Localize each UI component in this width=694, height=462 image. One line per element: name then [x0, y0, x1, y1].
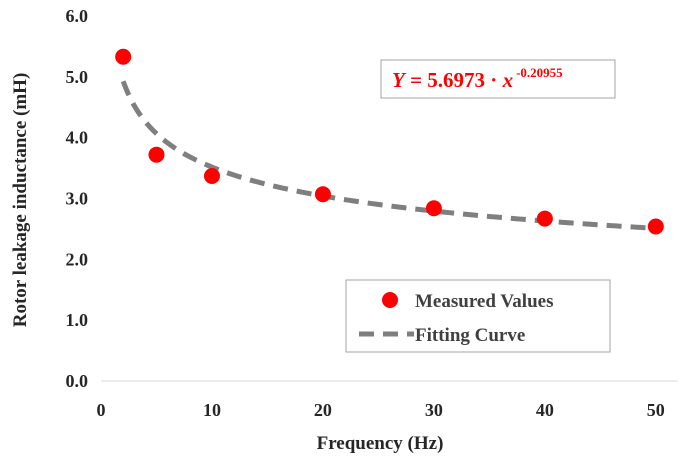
- y-tick-label: 6.0: [66, 6, 89, 26]
- measured-point: [647, 218, 664, 235]
- measured-point: [536, 210, 553, 227]
- measured-point: [314, 186, 331, 203]
- y-tick-label: 4.0: [66, 128, 89, 148]
- x-axis-label: Frequency (Hz): [317, 433, 444, 454]
- y-tick-labels: 0.0 1.0 2.0 3.0 4.0 5.0 6.0: [66, 6, 89, 391]
- y-tick-label: 2.0: [66, 249, 89, 269]
- x-tick-label: 20: [314, 400, 332, 420]
- equation-annotation: Y = 5.6973 · x -0.20955: [380, 59, 616, 99]
- measured-point: [148, 146, 165, 163]
- x-tick-label: 50: [647, 400, 665, 420]
- measured-point: [115, 48, 132, 65]
- measured-points: [115, 48, 664, 235]
- y-tick-label: 5.0: [66, 67, 89, 87]
- y-tick-label: 3.0: [66, 189, 89, 209]
- equation-box: [380, 59, 616, 99]
- equation-y-symbol: Y: [392, 68, 407, 92]
- equation-exponent: -0.20955: [516, 65, 563, 80]
- x-tick-label: 10: [203, 400, 221, 420]
- fitting-curve-line: [120, 80, 656, 231]
- measured-point: [425, 200, 442, 217]
- legend-label-measured: Measured Values: [415, 291, 553, 312]
- legend-label-fitting: Fitting Curve: [415, 325, 525, 346]
- y-axis-label: Rotor leakage inductance (mH): [10, 73, 31, 328]
- y-tick-label: 1.0: [66, 310, 89, 330]
- equation-text: Y = 5.6973 · x -0.20955: [392, 65, 563, 92]
- x-tick-label: 30: [425, 400, 443, 420]
- x-tick-labels: 0 10 20 30 40 50: [97, 400, 665, 420]
- legend-marker-measured: [382, 292, 398, 308]
- equation-rhs: = 5.6973 ·: [405, 68, 503, 92]
- legend: Measured Values Fitting Curve: [345, 279, 611, 353]
- equation-x-symbol: x: [502, 68, 514, 92]
- y-tick-label: 0.0: [66, 371, 89, 391]
- x-tick-label: 0: [97, 400, 106, 420]
- x-tick-label: 40: [536, 400, 554, 420]
- measured-point: [203, 167, 220, 184]
